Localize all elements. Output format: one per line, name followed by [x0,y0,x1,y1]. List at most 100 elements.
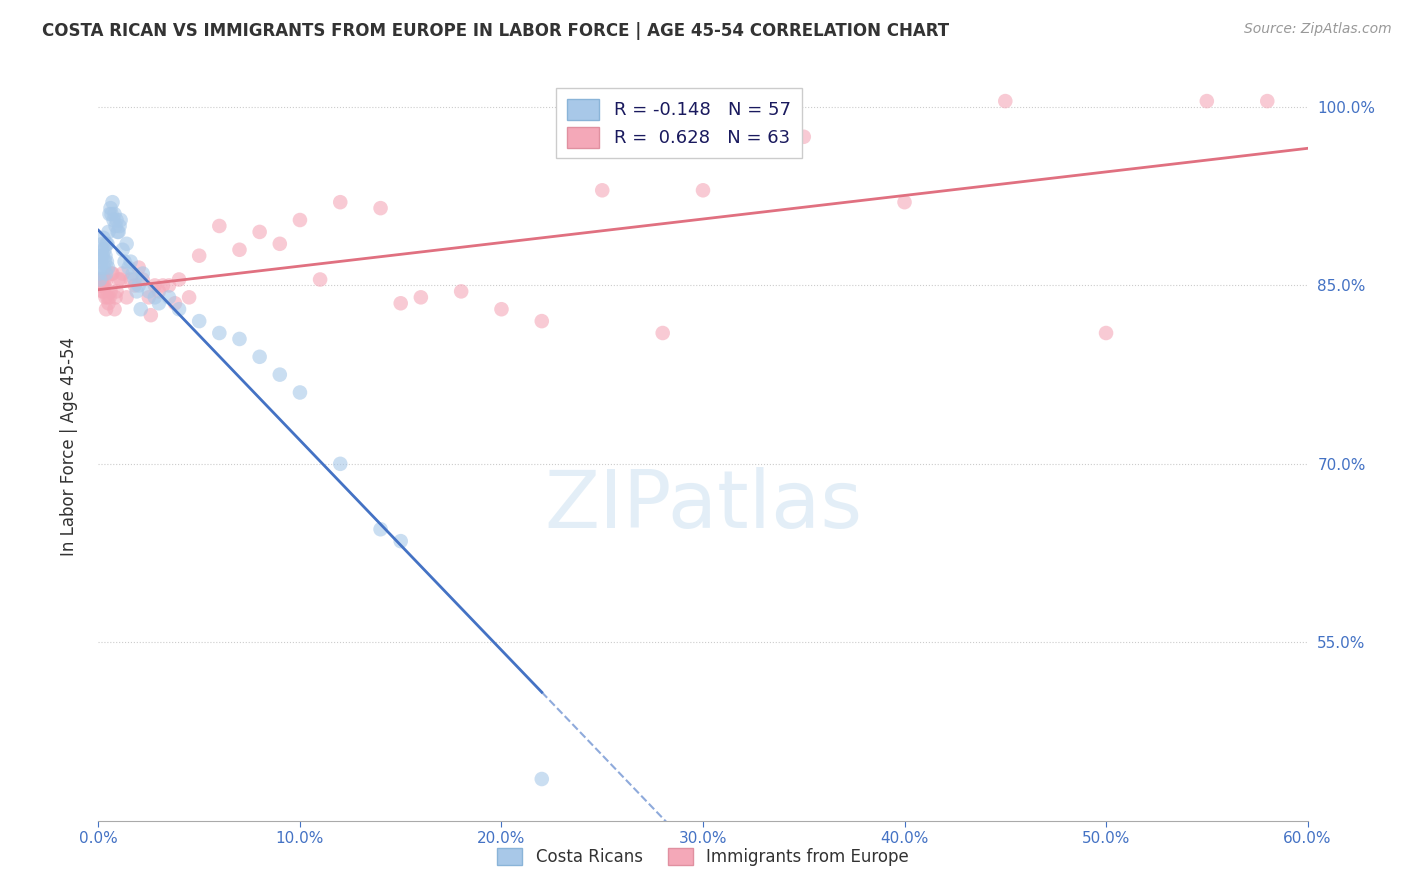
Point [139,308,162,322]
Point [208,326,231,340]
Point [94,249,117,263]
Point [91,278,114,293]
Point [143,290,166,304]
Point [269,236,291,251]
Point [93,243,115,257]
Point [124,272,146,286]
Point [97,260,120,275]
Point [89,267,111,281]
Point [124,278,146,293]
Point [89,272,111,286]
Point [115,236,138,251]
Point [409,290,432,304]
Point [103,207,125,221]
Point [90,249,112,263]
Point [105,285,128,299]
Point [96,254,118,268]
Point [103,213,125,227]
Point [97,296,120,310]
Point [94,267,117,281]
Point [91,243,114,257]
Point [90,278,112,293]
Point [110,272,132,286]
Point [93,260,115,275]
Point [530,772,553,786]
Point [450,285,472,299]
Point [148,285,170,299]
Point [100,267,122,281]
Point [157,278,180,293]
Point [107,272,129,286]
Legend: Costa Ricans, Immigrants from Europe: Costa Ricans, Immigrants from Europe [489,840,917,875]
Point [249,350,271,364]
Point [1095,326,1118,340]
Point [148,296,170,310]
Point [111,267,134,281]
Point [91,249,114,263]
Point [104,290,127,304]
Point [118,260,141,275]
Point [138,290,160,304]
Point [370,522,392,536]
Point [491,302,513,317]
Point [96,236,118,251]
Point [269,368,291,382]
Point [89,278,111,293]
Point [100,201,122,215]
Point [370,201,392,215]
Point [101,267,124,281]
Point [793,129,815,144]
Point [188,314,211,328]
Point [128,278,150,293]
Point [93,231,115,245]
Point [591,183,613,197]
Point [94,254,117,268]
Point [121,267,143,281]
Point [104,219,127,233]
Point [132,272,155,286]
Point [91,236,114,251]
Point [530,314,553,328]
Point [100,207,122,221]
Point [103,302,125,317]
Point [98,207,121,221]
Point [114,254,136,268]
Point [167,302,190,317]
Point [228,332,250,346]
Point [1256,94,1278,108]
Text: ZIPatlas: ZIPatlas [544,467,862,545]
Point [249,225,271,239]
Point [91,285,114,299]
Point [107,225,129,239]
Point [651,326,673,340]
Point [389,534,412,549]
Text: Source: ZipAtlas.com: Source: ZipAtlas.com [1244,22,1392,37]
Point [228,243,250,257]
Text: COSTA RICAN VS IMMIGRANTS FROM EUROPE IN LABOR FORCE | AGE 45-54 CORRELATION CHA: COSTA RICAN VS IMMIGRANTS FROM EUROPE IN… [42,22,949,40]
Point [110,213,132,227]
Point [188,249,211,263]
Point [179,290,201,304]
Point [96,236,118,251]
Point [96,272,118,286]
Point [107,225,129,239]
Point [692,183,714,197]
Point [111,243,134,257]
Point [90,272,112,286]
Point [132,267,155,281]
Legend: R = -0.148   N = 57, R =  0.628   N = 63: R = -0.148 N = 57, R = 0.628 N = 63 [555,88,801,159]
Point [115,290,138,304]
Point [89,272,111,286]
Point [129,302,152,317]
Point [288,385,311,400]
Point [89,272,111,286]
Point [152,278,174,293]
Point [98,290,121,304]
Point [93,278,115,293]
Y-axis label: In Labor Force | Age 45-54: In Labor Force | Age 45-54 [59,336,77,556]
Point [389,296,412,310]
Point [163,296,186,310]
Point [893,195,915,210]
Point [108,219,131,233]
Point [157,290,180,304]
